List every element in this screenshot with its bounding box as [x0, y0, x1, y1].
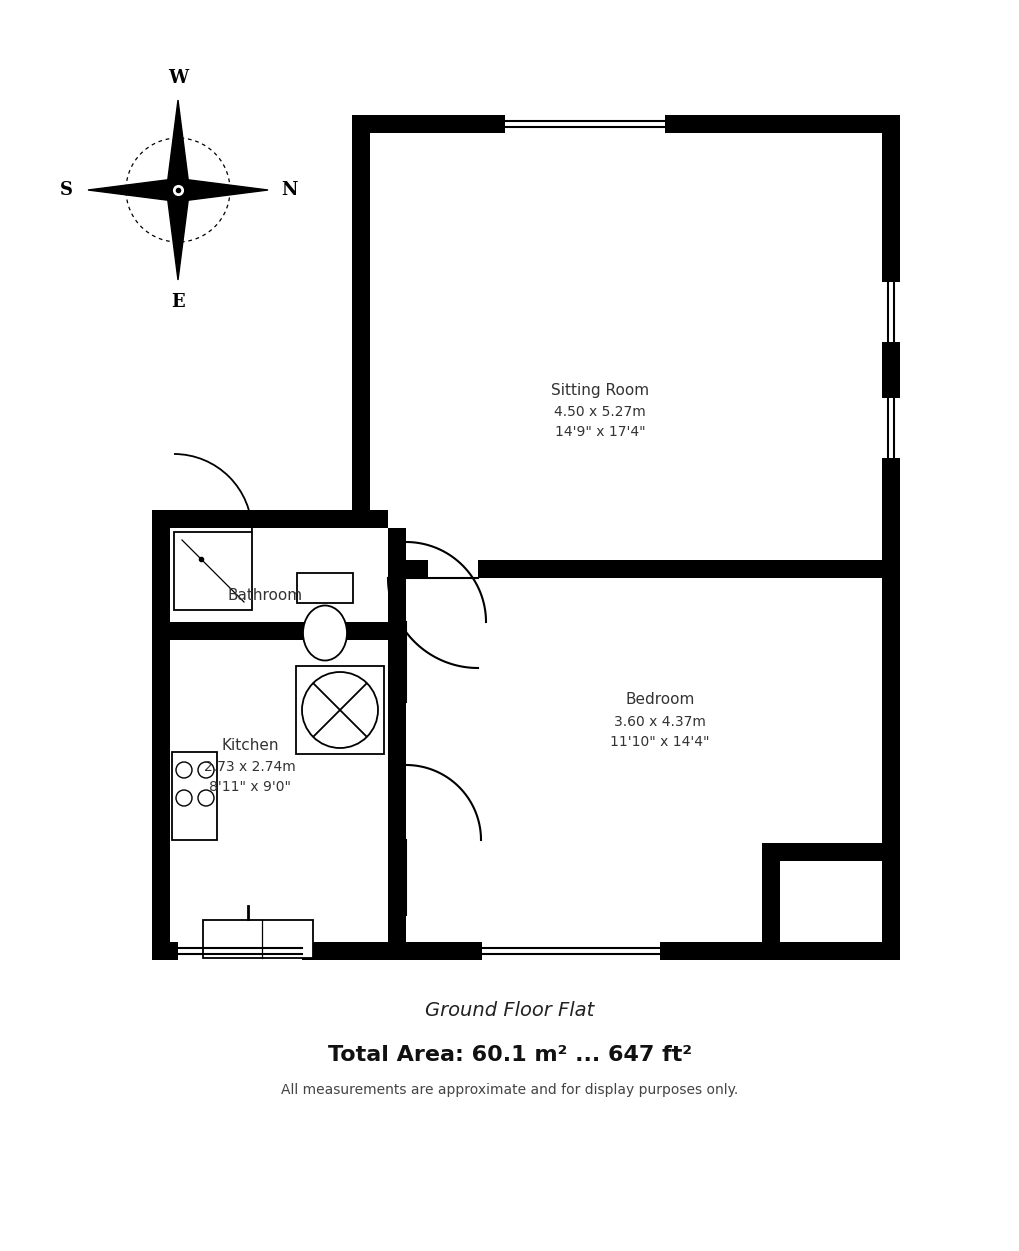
Polygon shape [181, 179, 268, 201]
Bar [478, 560, 881, 578]
Text: 8'11" x 9'0": 8'11" x 9'0" [209, 781, 290, 794]
Bar [482, 942, 659, 960]
Bar [170, 133, 881, 942]
Bar [178, 942, 302, 960]
Text: 2.73 x 2.74m: 2.73 x 2.74m [204, 761, 296, 774]
Bar [174, 532, 252, 610]
Text: S: S [59, 181, 72, 199]
Text: Bathroom: Bathroom [227, 588, 303, 603]
Polygon shape [88, 179, 174, 201]
Bar [352, 115, 899, 133]
Bar [297, 573, 353, 603]
Bar [152, 510, 387, 528]
Bar [881, 281, 899, 342]
Bar [387, 528, 406, 960]
Text: Kitchen: Kitchen [221, 738, 278, 753]
Bar [203, 919, 313, 958]
Polygon shape [167, 194, 189, 280]
Ellipse shape [303, 605, 346, 661]
Text: 4.50 x 5.27m: 4.50 x 5.27m [553, 405, 645, 419]
Bar [152, 942, 406, 960]
Circle shape [302, 672, 378, 748]
Text: Sitting Room: Sitting Room [550, 383, 648, 398]
Text: Ground Floor Flat: Ground Floor Flat [425, 1001, 594, 1020]
Text: N: N [281, 181, 298, 199]
Text: E: E [171, 293, 184, 311]
Text: 3.60 x 4.37m: 3.60 x 4.37m [613, 716, 705, 729]
Bar [296, 666, 383, 754]
Text: 14'9" x 17'4": 14'9" x 17'4" [554, 425, 645, 439]
Bar [172, 752, 217, 839]
Bar [174, 532, 252, 610]
Text: All measurements are approximate and for display purposes only.: All measurements are approximate and for… [281, 1083, 738, 1097]
Bar [761, 843, 780, 960]
Bar [406, 942, 899, 960]
Bar [881, 398, 899, 458]
Bar [761, 843, 881, 861]
Text: Total Area: 60.1 m² ... 647 ft²: Total Area: 60.1 m² ... 647 ft² [328, 1045, 691, 1065]
Bar [172, 752, 217, 839]
Bar [881, 843, 899, 960]
Bar [152, 510, 170, 960]
Bar [504, 115, 664, 133]
Polygon shape [167, 100, 189, 186]
Bar [297, 573, 353, 603]
Bar [170, 622, 406, 641]
Bar [881, 115, 899, 843]
Text: Bedroom: Bedroom [625, 693, 694, 708]
Bar [296, 666, 383, 754]
Bar [152, 510, 170, 960]
Text: 11'10" x 14'4": 11'10" x 14'4" [609, 736, 709, 749]
Bar [405, 560, 428, 578]
Bar [352, 115, 370, 510]
Bar [203, 919, 313, 958]
Text: W: W [168, 69, 187, 88]
